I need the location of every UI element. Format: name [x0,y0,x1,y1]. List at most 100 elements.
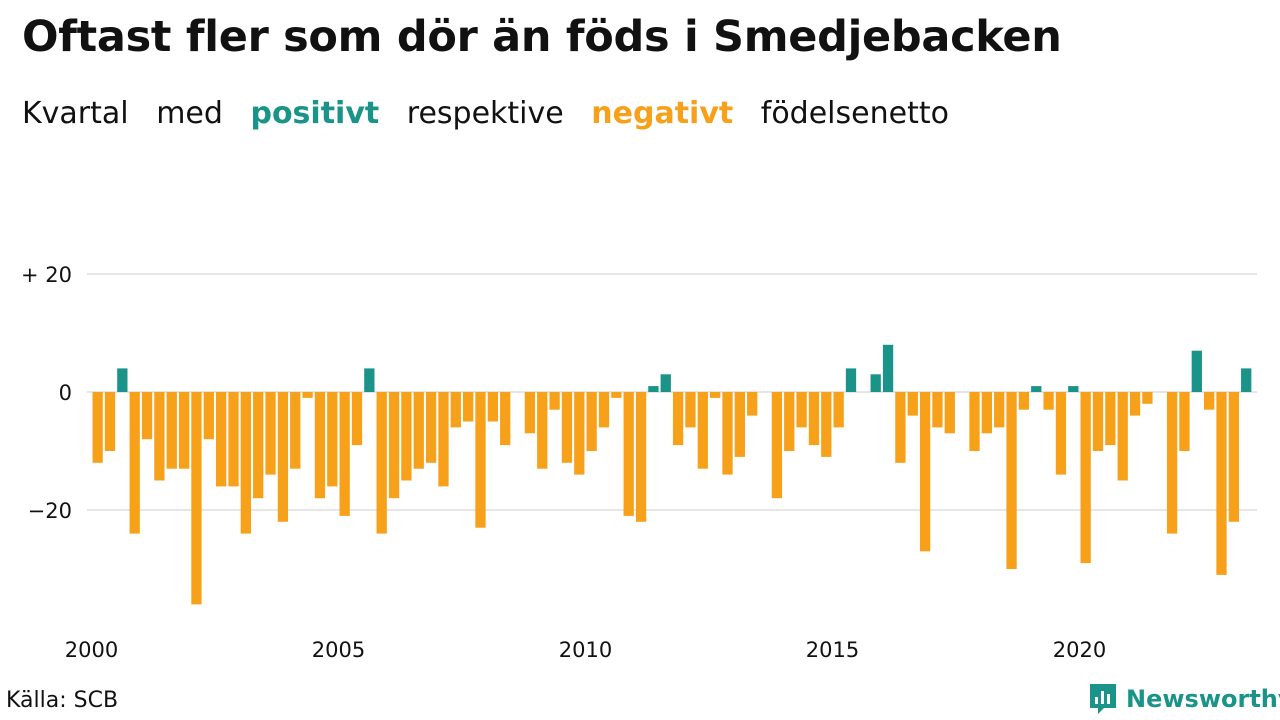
y-axis-ticks: + 20 0 −20 [21,263,72,523]
bar-negative [302,392,313,398]
bar-negative [277,392,289,522]
bar-negative [154,392,165,481]
bar-negative [598,392,610,428]
bar-negative [191,392,202,605]
bar-negative [734,392,745,457]
bar-positive [870,374,881,392]
x-tick-label: 2010 [559,638,612,662]
bar-positive [364,368,375,392]
bar-negative [833,392,844,428]
bar-positive [1241,368,1252,392]
bar-positive [1031,386,1042,392]
bar-negative [166,392,177,469]
bar-positive [660,374,671,392]
bar-negative [314,392,326,499]
bar-negative [500,392,511,446]
y-tick-label: −20 [28,499,72,523]
bar-negative [450,392,461,428]
x-tick-label: 2015 [806,638,859,662]
brand-logo: Newsworthy [1088,682,1280,716]
bar-negative [561,392,573,463]
bar-negative [821,392,832,457]
bar-negative [672,392,684,446]
bar-negative [1117,392,1128,481]
bar-positive [882,344,894,392]
bar-negative [438,392,449,487]
bar-negative [1129,392,1141,416]
bar-negative [1055,392,1067,475]
bar-negative [1080,392,1091,564]
bar-negative [771,392,783,499]
bar-negative [413,392,424,469]
bar-negative [697,392,708,469]
bar-negative [944,392,955,434]
bar-negative [747,392,758,416]
x-axis-ticks: 2000 2005 2010 2015 2020 [65,638,1106,662]
bar-negative [1179,392,1190,451]
bar-negative [1105,392,1116,446]
bar-negative [401,392,412,481]
bar-negative [549,392,560,410]
bar-negative [1142,392,1153,404]
bar-negative [104,392,116,451]
bar-negative [290,392,301,469]
x-tick-label: 2005 [312,638,365,662]
bar-negative [92,392,103,463]
bar-positive [117,368,128,392]
chart-subtitle: Kvartal med positivt respektive negativt… [22,96,967,131]
bar-negative [611,392,622,398]
bar-negative [722,392,733,475]
chart-title: Oftast fler som dör än föds i Smedjeback… [22,12,1062,62]
subtitle-word: födelsenetto [760,96,949,131]
bars [92,344,1252,605]
bar-negative [129,392,140,534]
x-tick-label: 2000 [65,638,118,662]
bar-negative [475,392,486,528]
bar-negative [574,392,585,475]
bar-negative [907,392,918,416]
bar-negative [981,392,992,434]
brand-name: Newsworthy [1126,685,1280,713]
newsworthy-icon [1090,684,1116,714]
subtitle-positive-label: positivt [250,96,380,131]
bar-chart: + 20 0 −20 2000 2005 2010 2015 2020 [21,263,1257,662]
bar-negative [339,392,350,516]
bar-negative [635,392,647,522]
bar-negative [141,392,153,440]
bar-negative [216,392,227,487]
bar-negative [388,392,400,499]
bar-negative [327,392,338,487]
bar-positive [648,386,659,392]
bar-negative [240,392,251,534]
subtitle-word: respektive [406,96,564,131]
bar-negative [969,392,980,451]
source-note: Källa: SCB [6,688,119,713]
subtitle-negative-label: negativt [591,96,734,131]
bar-negative [895,392,906,463]
subtitle-word: med [156,96,223,131]
bar-negative [351,392,363,446]
bar-negative [710,392,721,398]
x-tick-label: 2020 [1053,638,1106,662]
bar-negative [537,392,548,469]
y-tick-label: + 20 [21,263,72,287]
bar-negative [808,392,820,446]
bar-negative [1006,392,1017,569]
bar-negative [623,392,634,516]
bar-negative [1228,392,1239,522]
bar-negative [932,392,943,428]
bar-negative [1018,392,1030,410]
bar-positive [1191,350,1202,392]
bar-negative [1043,392,1054,410]
bar-positive [1068,386,1079,392]
y-tick-label: 0 [59,381,72,405]
bar-negative [487,392,498,422]
bar-negative [1216,392,1227,575]
bar-positive [845,368,857,392]
bar-negative [586,392,597,451]
bar-negative [203,392,214,440]
subtitle-word: Kvartal [22,96,129,131]
bar-negative [228,392,239,487]
bar-negative [796,392,807,428]
bar-negative [463,392,474,422]
